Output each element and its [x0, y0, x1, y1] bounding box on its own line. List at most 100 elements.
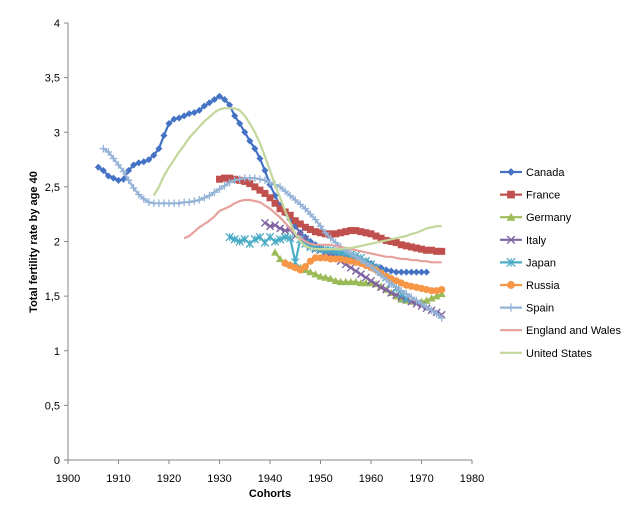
data-point — [332, 230, 340, 238]
data-point — [130, 161, 138, 169]
data-point — [276, 224, 285, 233]
data-point — [99, 166, 107, 174]
data-point — [418, 245, 425, 253]
data-point — [507, 281, 515, 289]
data-point — [241, 128, 249, 136]
data-point — [347, 227, 355, 235]
data-point — [225, 232, 234, 242]
data-point — [506, 257, 516, 268]
data-point — [382, 285, 391, 294]
data-point — [351, 277, 360, 286]
y-tick-label: 1,5 — [45, 291, 60, 303]
data-point — [316, 254, 325, 262]
data-point — [432, 292, 441, 300]
data-point — [190, 197, 199, 205]
data-point — [422, 303, 431, 311]
data-point — [387, 280, 395, 288]
x-tick-label: 1920 — [157, 473, 181, 485]
data-point — [438, 285, 446, 294]
data-point — [428, 287, 436, 295]
data-point — [507, 190, 515, 199]
data-point — [357, 228, 365, 236]
data-point — [235, 175, 244, 184]
data-point — [377, 234, 385, 242]
data-point — [316, 222, 325, 231]
data-point — [331, 276, 340, 285]
data-point — [301, 204, 310, 213]
data-point — [412, 244, 420, 252]
data-point — [221, 174, 229, 182]
data-point — [423, 246, 431, 254]
data-point — [271, 248, 280, 256]
data-point — [109, 154, 118, 163]
x-tick-label: 1950 — [308, 473, 332, 485]
y-tick-label: 3,5 — [45, 73, 60, 85]
legend-item: United States — [500, 348, 593, 360]
data-point — [231, 112, 239, 120]
data-point — [150, 151, 158, 159]
data-point — [306, 210, 315, 218]
y-axis-title: Total fertility rate by age 40 — [28, 171, 40, 313]
data-point — [316, 272, 325, 280]
y-tick-label: 0,5 — [45, 400, 60, 412]
data-point — [205, 191, 214, 200]
data-point — [205, 99, 213, 107]
data-point — [407, 293, 416, 302]
series-england-and-wales — [183, 198, 442, 264]
data-point — [221, 95, 229, 103]
data-point — [251, 174, 259, 182]
data-point — [134, 190, 143, 199]
data-point — [226, 174, 234, 182]
data-point — [387, 238, 395, 245]
data-point — [422, 296, 431, 304]
data-point — [250, 235, 260, 244]
data-point — [392, 283, 401, 292]
data-point — [236, 120, 244, 128]
data-point — [276, 183, 284, 191]
legend-item: England and Wales — [500, 325, 621, 337]
data-point — [109, 174, 117, 182]
x-tick-label: 1910 — [106, 473, 130, 485]
y-tick-label: 2 — [54, 237, 60, 249]
legend-item: Italy — [500, 235, 547, 247]
data-point — [200, 102, 208, 110]
data-point — [271, 221, 280, 230]
data-point — [432, 309, 441, 318]
data-point — [423, 268, 431, 276]
data-point — [372, 232, 380, 240]
data-point — [296, 200, 305, 209]
data-point — [412, 296, 421, 305]
data-point — [215, 185, 224, 193]
data-point — [321, 228, 330, 237]
data-point — [256, 175, 264, 184]
data-point — [94, 163, 102, 171]
data-point — [251, 183, 259, 191]
data-point — [402, 268, 410, 276]
data-point — [382, 275, 390, 284]
data-point — [261, 176, 269, 185]
data-point — [397, 268, 405, 276]
data-point — [377, 283, 386, 292]
data-point — [155, 145, 163, 153]
data-point — [129, 184, 138, 192]
legend-label: Canada — [526, 167, 565, 179]
data-point — [210, 95, 218, 103]
legend-item: Canada — [500, 167, 565, 179]
data-point — [346, 277, 355, 286]
legend-item: Spain — [500, 303, 554, 315]
data-point — [392, 268, 400, 276]
data-point — [301, 223, 309, 231]
data-point — [341, 277, 350, 286]
data-point — [195, 106, 203, 114]
series-line — [152, 107, 442, 251]
data-point — [418, 268, 425, 276]
data-point — [402, 290, 411, 298]
data-point — [351, 267, 360, 275]
data-point — [286, 211, 294, 219]
data-point — [190, 109, 198, 117]
data-point — [311, 215, 320, 224]
data-point — [230, 176, 239, 185]
legend-label: Italy — [526, 235, 547, 247]
data-point — [175, 199, 183, 208]
